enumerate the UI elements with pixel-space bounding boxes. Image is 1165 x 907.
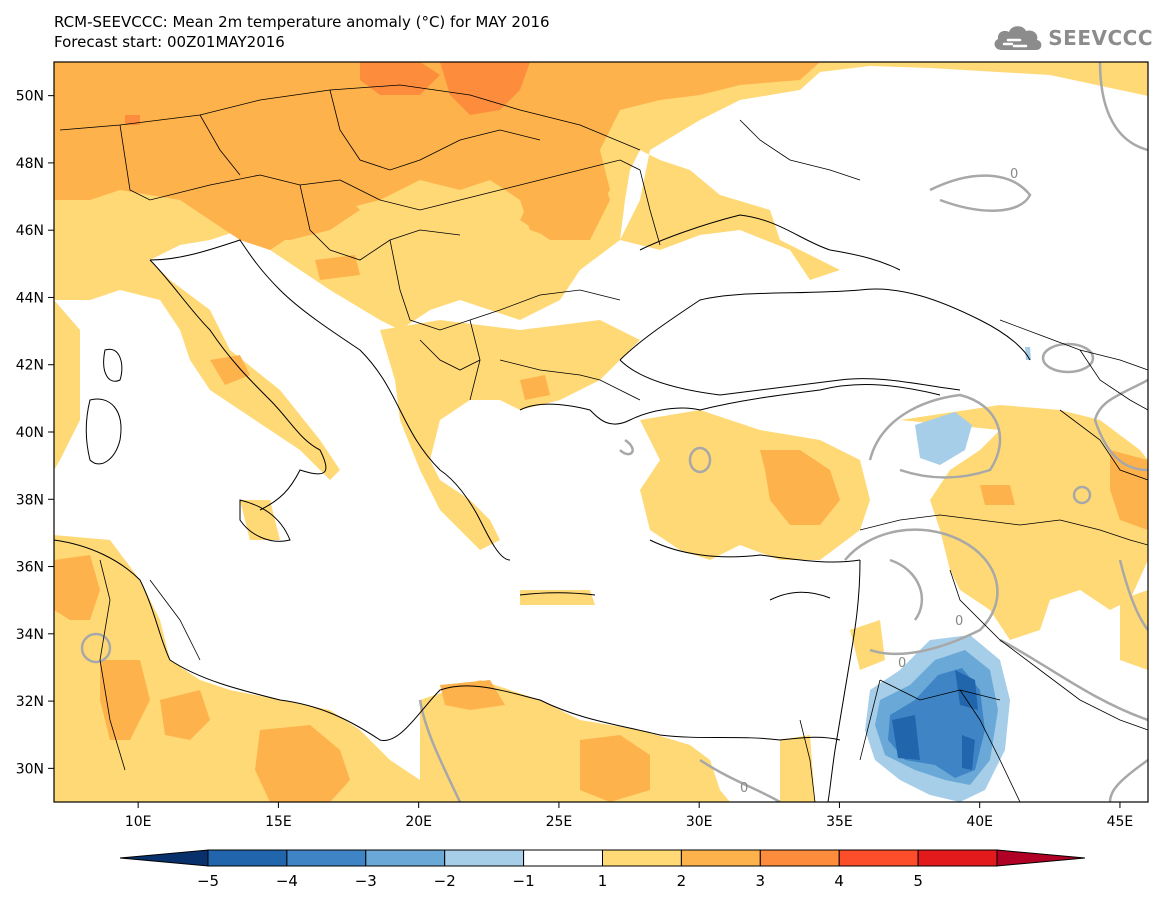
- colorbar-swatch: [444, 849, 525, 867]
- seevccc-logo: SEEVCCC: [990, 22, 1153, 54]
- x-tick-label: 25E: [546, 814, 573, 830]
- colorbar-label: 4: [834, 872, 844, 890]
- y-tick-label: 36N: [16, 560, 44, 576]
- x-tick-label: 15E: [265, 814, 292, 830]
- colorbar-label: −5: [197, 872, 219, 890]
- colorbar-swatch: [207, 849, 288, 867]
- colorbar-swatch: [680, 849, 761, 867]
- contour-label: 0: [740, 781, 748, 796]
- contour-label: 0: [898, 656, 906, 671]
- y-tick-label: 38N: [16, 492, 44, 508]
- x-tick-label: 10E: [125, 814, 152, 830]
- forecast-start-label: Forecast start: 00Z01MAY2016: [54, 33, 285, 51]
- country-borders: [59, 84, 1148, 802]
- y-tick-label: 30N: [16, 761, 44, 777]
- colorbar-label: 2: [677, 872, 687, 890]
- x-tick-label: 45E: [1107, 814, 1134, 830]
- x-tick-label: 35E: [826, 814, 853, 830]
- colorbar-swatch: [917, 849, 998, 867]
- anomaly-negative-fill: [865, 347, 1031, 802]
- y-tick-label: 46N: [16, 223, 44, 239]
- zero-contours: [80, 62, 1148, 802]
- colorbar: −5 −4 −3 −2 −1 1 2 3 4 5: [119, 849, 1086, 890]
- y-tick-label: 50N: [16, 89, 44, 105]
- contour-label: 0: [1010, 167, 1018, 182]
- colorbar-label: −3: [355, 872, 377, 890]
- x-tick-label: 20E: [405, 814, 432, 830]
- map-title-block: RCM-SEEVCCC: Mean 2m temperature anomaly…: [54, 12, 550, 52]
- colorbar-swatch: [838, 849, 919, 867]
- x-tick-label: 40E: [966, 814, 993, 830]
- x-tick-label: 30E: [686, 814, 713, 830]
- y-tick-label: 44N: [16, 290, 44, 306]
- y-axis: 50N 48N 46N 44N 42N 40N 38N 36N 34N 32N 30N: [16, 89, 54, 777]
- y-tick-label: 48N: [16, 156, 44, 172]
- y-tick-label: 40N: [16, 425, 44, 441]
- map-title: RCM-SEEVCCC: Mean 2m temperature anomaly…: [54, 13, 550, 31]
- colorbar-swatch: [602, 849, 682, 867]
- colorbar-label: −1: [513, 872, 535, 890]
- contour-label: 0: [955, 614, 963, 629]
- y-tick-label: 32N: [16, 694, 44, 710]
- colorbar-swatch: [523, 849, 603, 867]
- colorbar-label: 3: [756, 872, 766, 890]
- map-plot-area: 0 0 0 0: [54, 62, 1148, 802]
- cloud-icon: [994, 26, 1042, 50]
- colorbar-label: −4: [276, 872, 298, 890]
- logo-text: SEEVCCC: [1048, 26, 1153, 50]
- y-tick-label: 34N: [16, 627, 44, 643]
- colorbar-min-arrow: [119, 849, 209, 867]
- colorbar-max-arrow: [996, 849, 1086, 867]
- colorbar-label: 1: [598, 872, 608, 890]
- colorbar-swatch: [365, 849, 446, 867]
- y-tick-label: 42N: [16, 358, 44, 374]
- coastlines: [54, 214, 1031, 802]
- colorbar-label: −2: [434, 872, 456, 890]
- colorbar-label: 5: [913, 872, 923, 890]
- colorbar-swatch: [286, 849, 367, 867]
- contour-labels: 0 0 0 0: [740, 167, 1018, 796]
- colorbar-swatch: [759, 849, 840, 867]
- x-axis: 10E 15E 20E 25E 30E 35E 40E 45E: [125, 802, 1133, 830]
